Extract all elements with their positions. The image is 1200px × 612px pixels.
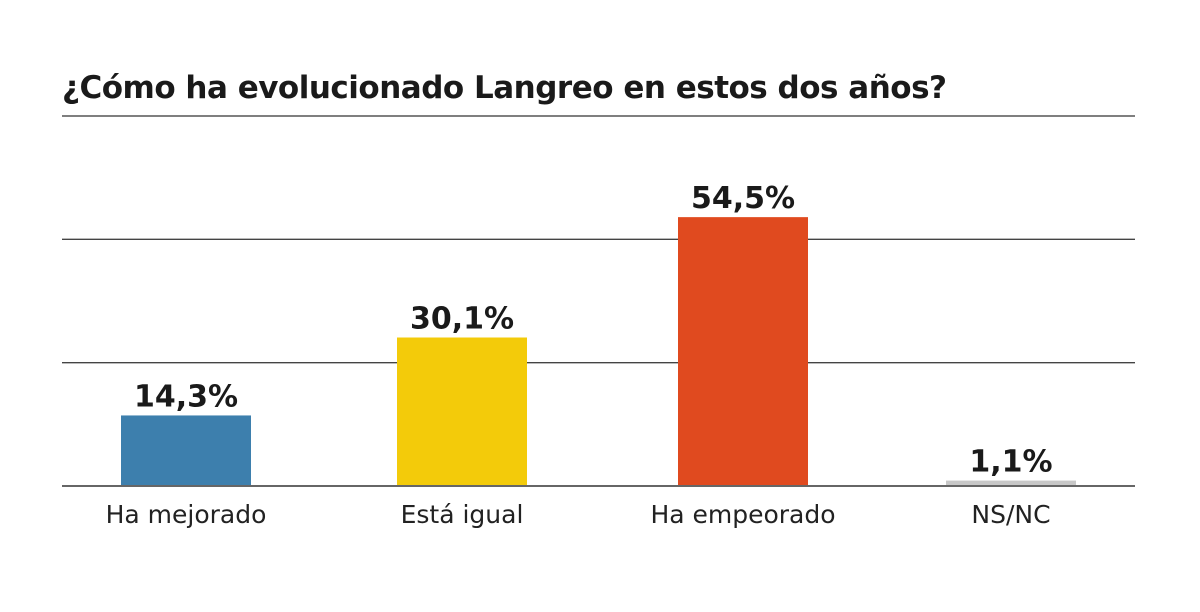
category-label: NS/NC [971,500,1050,529]
category-label: Ha empeorado [650,500,835,529]
data-label: 30,1% [410,302,514,337]
data-label: 14,3% [134,379,238,414]
bar-ha-mejorado [121,415,251,486]
bar-est-igual [397,337,527,486]
category-label: Ha mejorado [106,500,267,529]
chart-title: ¿Cómo ha evolucionado Langreo en estos d… [62,70,947,106]
bar-ns-nc [946,480,1076,486]
bar-ha-empeorado [678,217,808,486]
category-label: Está igual [401,500,524,529]
data-label: 1,1% [969,445,1052,480]
data-label: 54,5% [691,181,795,216]
